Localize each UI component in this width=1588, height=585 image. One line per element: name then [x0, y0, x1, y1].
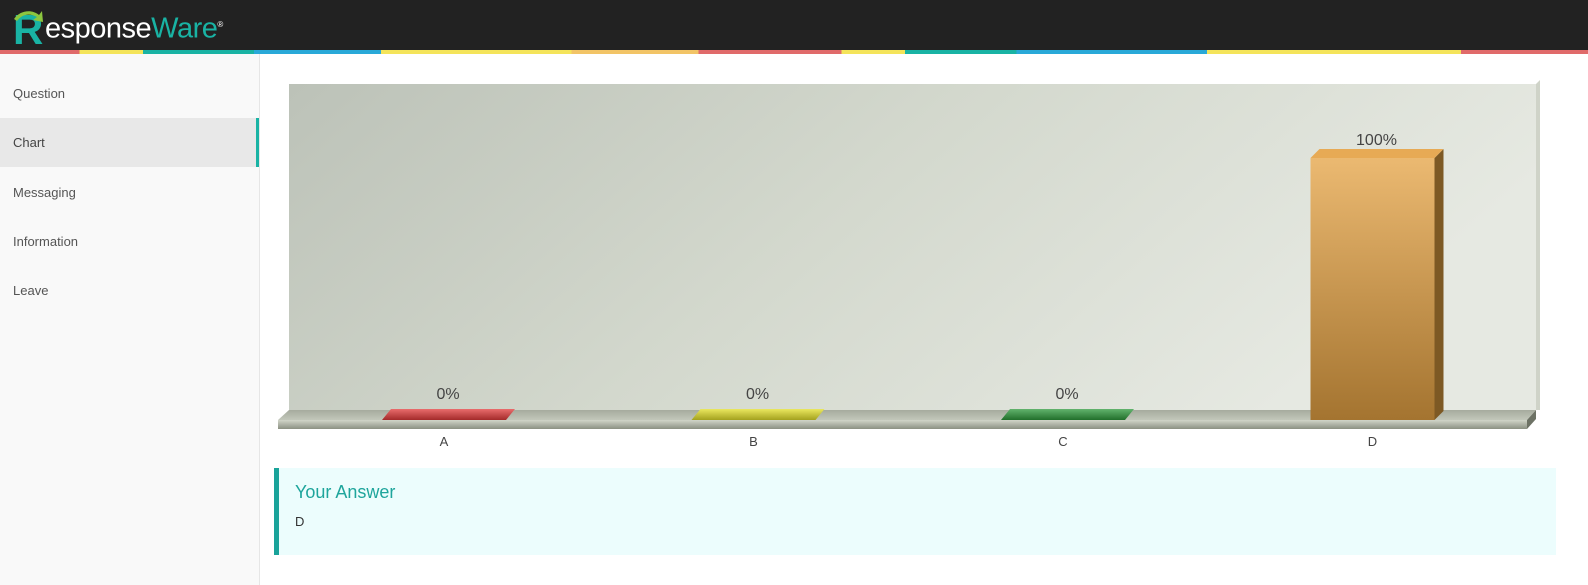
bar-c [1001, 409, 1134, 420]
chart-bars: 0% A 0% B 0% C 100% D [382, 132, 1444, 449]
app-header: R esponseWare® [0, 0, 1588, 50]
responseware-logo[interactable]: R esponseWare® [12, 6, 223, 46]
bar-a [382, 409, 515, 420]
chart-floor-top [278, 410, 1536, 420]
sidebar: Question Chart Messaging Information Lea… [0, 54, 260, 585]
x-tick-label-a: A [440, 434, 449, 449]
sidebar-item-question[interactable]: Question [13, 86, 66, 101]
bar-d [1310, 158, 1435, 420]
bar-b [691, 409, 825, 420]
logo-text: esponseWare® [45, 13, 223, 45]
x-tick-label-b: B [749, 434, 758, 449]
sidebar-item-messaging[interactable]: Messaging [13, 185, 76, 200]
bar-side-d [1434, 149, 1444, 420]
logo-r-icon: R [13, 6, 43, 46]
results-chart: 0% A 0% B 0% C 100% D [270, 78, 1550, 458]
sidebar-item-leave[interactable]: Leave [13, 283, 49, 298]
your-answer-panel: Your Answer D [274, 468, 1556, 555]
bar-top-d [1310, 149, 1444, 158]
answer-title: Your Answer [295, 482, 396, 502]
sidebar-item-information[interactable]: Information [13, 234, 79, 249]
chart-floor-side [1527, 410, 1536, 429]
x-tick-label-c: C [1058, 434, 1067, 449]
data-label-a: 0% [436, 386, 459, 403]
bar-chart-svg: 0% A 0% B 0% C 100% D [278, 80, 1540, 449]
chart-floor-front [278, 420, 1527, 429]
header-color-stripe [0, 50, 1588, 54]
data-label-c: 0% [1055, 386, 1078, 403]
chart-wall-side [1536, 80, 1540, 410]
sidebar-item-chart[interactable]: Chart [0, 118, 259, 167]
x-tick-label-d: D [1368, 434, 1377, 449]
answer-value: D [295, 514, 305, 529]
data-label-d: 100% [1356, 132, 1397, 149]
data-label-b: 0% [746, 386, 769, 403]
